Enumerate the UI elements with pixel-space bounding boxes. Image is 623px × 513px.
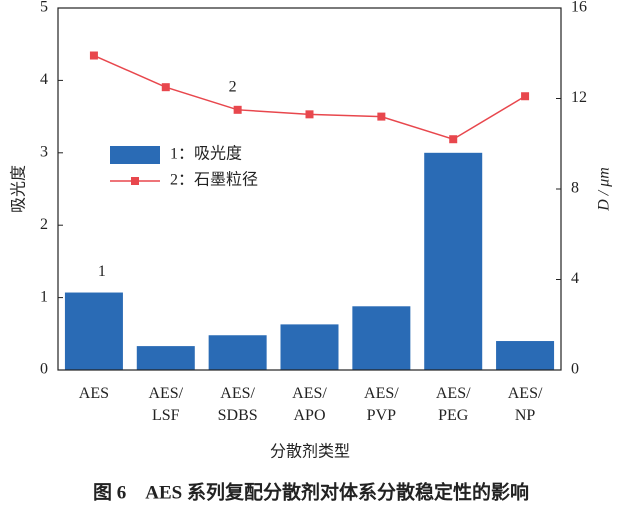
bar xyxy=(496,341,555,370)
y-axis-label: 吸光度 xyxy=(10,165,28,213)
x-tick-label: AES/LSF xyxy=(148,385,183,424)
bar xyxy=(352,306,411,370)
bar xyxy=(280,324,339,370)
x-tick-label: AES/PVP xyxy=(364,385,399,424)
y-tick-label: 0 xyxy=(40,361,48,378)
line-marker xyxy=(305,110,314,119)
y-tick-label: 4 xyxy=(40,71,48,88)
line-marker xyxy=(89,51,98,60)
y2-tick-label: 0 xyxy=(571,361,579,378)
legend-label: 1：吸光度 xyxy=(170,145,242,163)
y2-tick-label: 12 xyxy=(571,89,587,106)
line-marker xyxy=(377,112,386,121)
x-tick-label: AES/SDBS xyxy=(218,385,258,424)
y-tick-label: 1 xyxy=(40,288,48,305)
bar xyxy=(208,335,267,370)
annotation: 2 xyxy=(229,78,237,95)
line-marker xyxy=(449,135,458,144)
bar xyxy=(424,152,483,370)
y2-axis-label: D / μm xyxy=(596,167,613,212)
x-tick-label: AES/APO xyxy=(292,385,327,424)
x-tick-label: AES/PEG xyxy=(436,385,471,424)
legend-label: 2：石墨粒径 xyxy=(170,171,258,189)
line-marker xyxy=(521,92,530,101)
x-axis-label: 分散剂类型 xyxy=(270,443,350,461)
y2-tick-label: 8 xyxy=(571,180,579,197)
y-tick-label: 2 xyxy=(40,216,48,233)
y-tick-label: 5 xyxy=(40,0,48,16)
bar xyxy=(136,346,195,370)
x-tick-label: AES/NP xyxy=(508,385,543,424)
line xyxy=(93,54,526,141)
plot-frame xyxy=(57,7,562,371)
line-marker xyxy=(161,83,170,92)
legend-marker xyxy=(131,177,139,185)
legend-swatch xyxy=(110,146,160,164)
y-tick-label: 3 xyxy=(40,143,48,160)
line-marker xyxy=(233,105,242,114)
y2-tick-label: 16 xyxy=(571,0,587,16)
caption: 图 6 AES 系列复配分散剂对体系分散稳定性的影响 xyxy=(93,480,529,503)
bar xyxy=(64,292,123,370)
y2-tick-label: 4 xyxy=(571,270,579,287)
annotation: 1 xyxy=(98,263,106,280)
x-tick-label: AES xyxy=(79,385,109,402)
